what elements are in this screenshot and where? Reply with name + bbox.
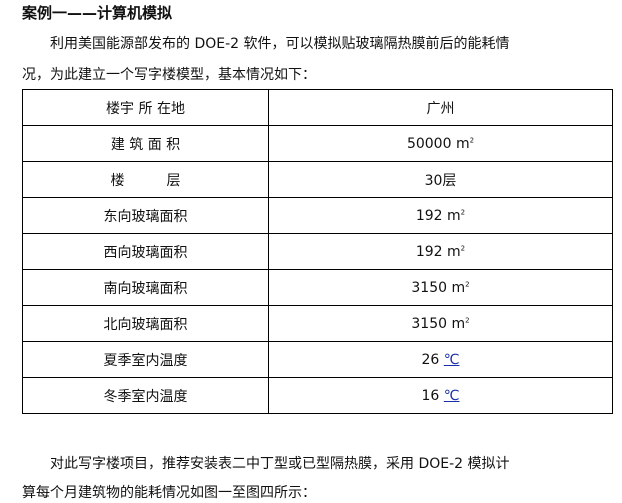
table-row: 北向玻璃面积 3150 m2 [22,305,613,342]
unit-link[interactable]: ℃ [443,387,460,404]
unit-link[interactable]: ℃ [443,351,460,368]
intro-line-1: 利用美国能源部发布的 DOE-2 软件，可以模拟贴玻璃隔热膜前后的能耗情 [50,36,510,52]
table-row: 南向玻璃面积 3150 m2 [22,269,613,306]
value-text: 26 [421,351,440,368]
table-row: 建 筑 面 积 50000 m2 [22,125,613,162]
row-label: 建 筑 面 积 [22,125,269,162]
row-value: 192 m2 [268,233,613,270]
unit: m2 [447,243,466,260]
value-text: 广州 [426,100,455,117]
table-row: 夏季室内温度 26 ℃ [22,341,613,378]
unit: m2 [451,279,470,296]
row-label: 夏季室内温度 [22,341,269,378]
row-label: 北向玻璃面积 [22,305,269,342]
row-value: 广州 [268,89,613,126]
row-value: 192 m2 [268,197,613,234]
row-value: 50000 m2 [268,125,613,162]
unit: m2 [447,207,466,224]
table-row: 楼 层 30层 [22,161,613,198]
row-value: 3150 m2 [268,305,613,342]
value-text: 30层 [424,172,457,189]
row-value: 30层 [268,161,613,198]
intro-line-2: 况，为此建立一个写字楼模型，基本情况如下： [22,67,316,83]
value-text: 192 [415,243,443,260]
row-label: 冬季室内温度 [22,377,269,414]
value-text: 16 [421,387,440,404]
row-label: 楼宇 所 在地 [22,89,269,126]
value-text: 192 [415,207,443,224]
row-value: 26 ℃ [268,341,613,378]
value-text: 3150 [411,315,448,332]
row-label: 楼 层 [22,161,269,198]
table-row: 冬季室内温度 16 ℃ [22,377,613,414]
unit: m2 [455,135,475,152]
outro-line-1: 对此写字楼项目，推荐安装表二中丁型或已型隔热膜，采用 DOE-2 模拟计 [50,456,510,472]
unit: m2 [451,315,470,332]
building-info-table: 楼宇 所 在地 广州建 筑 面 积 50000 m2 楼 层 30层 东向玻璃面积 192 … [22,89,613,414]
value-text: 50000 [406,135,452,152]
row-value: 3150 m2 [268,269,613,306]
outro-line-2: 算每个月建筑物的能耗情况如图一至图四所示： [22,485,316,501]
row-value: 16 ℃ [268,377,613,414]
table-row: 西向玻璃面积 192 m2 [22,233,613,270]
row-label: 南向玻璃面积 [22,269,269,306]
section-title: 案例一——计算机模拟 [22,4,173,22]
row-label: 西向玻璃面积 [22,233,269,270]
value-text: 3150 [411,279,448,296]
table-row: 楼宇 所 在地 广州 [22,89,613,126]
table-row: 东向玻璃面积 192 m2 [22,197,613,234]
row-label: 东向玻璃面积 [22,197,269,234]
